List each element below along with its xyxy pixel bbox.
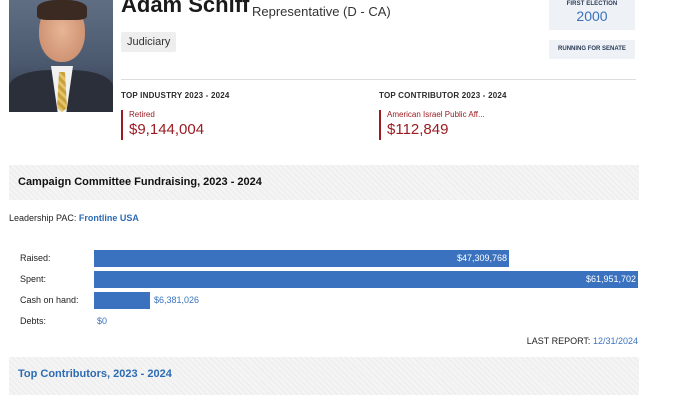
top-contributor-heading: TOP CONTRIBUTOR 2023 - 2024 — [379, 91, 507, 100]
candidate-photo — [9, 0, 113, 112]
candidate-title: Representative (D - CA) — [252, 4, 391, 19]
leadership-pac: Leadership PAC: Frontline USA — [9, 213, 139, 223]
fundraising-bar-value: $0 — [97, 316, 108, 326]
candidate-name: Adam Schiff — [121, 0, 250, 17]
last-report-date-link[interactable]: 12/31/2024 — [592, 336, 638, 346]
fundraising-section-header: Campaign Committee Fundraising, 2023 - 2… — [9, 165, 639, 200]
top-industry-name[interactable]: Retired — [129, 110, 155, 119]
fundraising-bar: $47,309,768 — [94, 250, 509, 267]
divider — [121, 79, 636, 80]
fundraising-row-label: Spent: — [20, 274, 47, 284]
fundraising-bar: $61,951,702 — [94, 271, 638, 288]
top-industry-amount: $9,144,004 — [129, 121, 205, 138]
top-contributor-name[interactable]: American Israel Public Aff... — [387, 110, 485, 119]
fundraising-bar-value: $47,309,768 — [456, 253, 507, 263]
top-contributors-title[interactable]: Top Contributors, 2023 - 2024 — [18, 368, 172, 380]
last-report: LAST REPORT: 12/31/2024 — [527, 336, 638, 346]
top-industry-stat: Retired $9,144,004 — [121, 110, 204, 140]
top-industry-heading: TOP INDUSTRY 2023 - 2024 — [121, 91, 230, 100]
top-contributor-amount: $112,849 — [387, 121, 449, 138]
fundraising-bar — [94, 292, 150, 309]
fundraising-bar-value: $6,381,026 — [154, 295, 200, 305]
first-election-box: FIRST ELECTION 2000 — [549, 0, 635, 30]
running-for-senate-button[interactable]: RUNNING FOR SENATE — [549, 40, 635, 59]
first-election-label: FIRST ELECTION — [566, 1, 618, 7]
fundraising-row-label: Raised: — [20, 253, 51, 263]
top-contributor-stat: American Israel Public Aff... $112,849 — [379, 110, 485, 140]
pac-label: Leadership PAC: — [9, 213, 77, 223]
fundraising-row-label: Debts: — [20, 316, 47, 326]
committee-tag[interactable]: Judiciary — [121, 32, 177, 52]
first-election-year: 2000 — [576, 8, 608, 24]
pac-link[interactable]: Frontline USA — [78, 213, 139, 223]
last-report-label: LAST REPORT: — [526, 336, 591, 346]
fundraising-row-label: Cash on hand: — [20, 295, 79, 305]
top-contributors-section-header[interactable]: Top Contributors, 2023 - 2024 — [9, 357, 639, 395]
fundraising-bar-value: $61,951,702 — [585, 274, 636, 284]
fundraising-section-title: Campaign Committee Fundraising, 2023 - 2… — [18, 176, 262, 188]
